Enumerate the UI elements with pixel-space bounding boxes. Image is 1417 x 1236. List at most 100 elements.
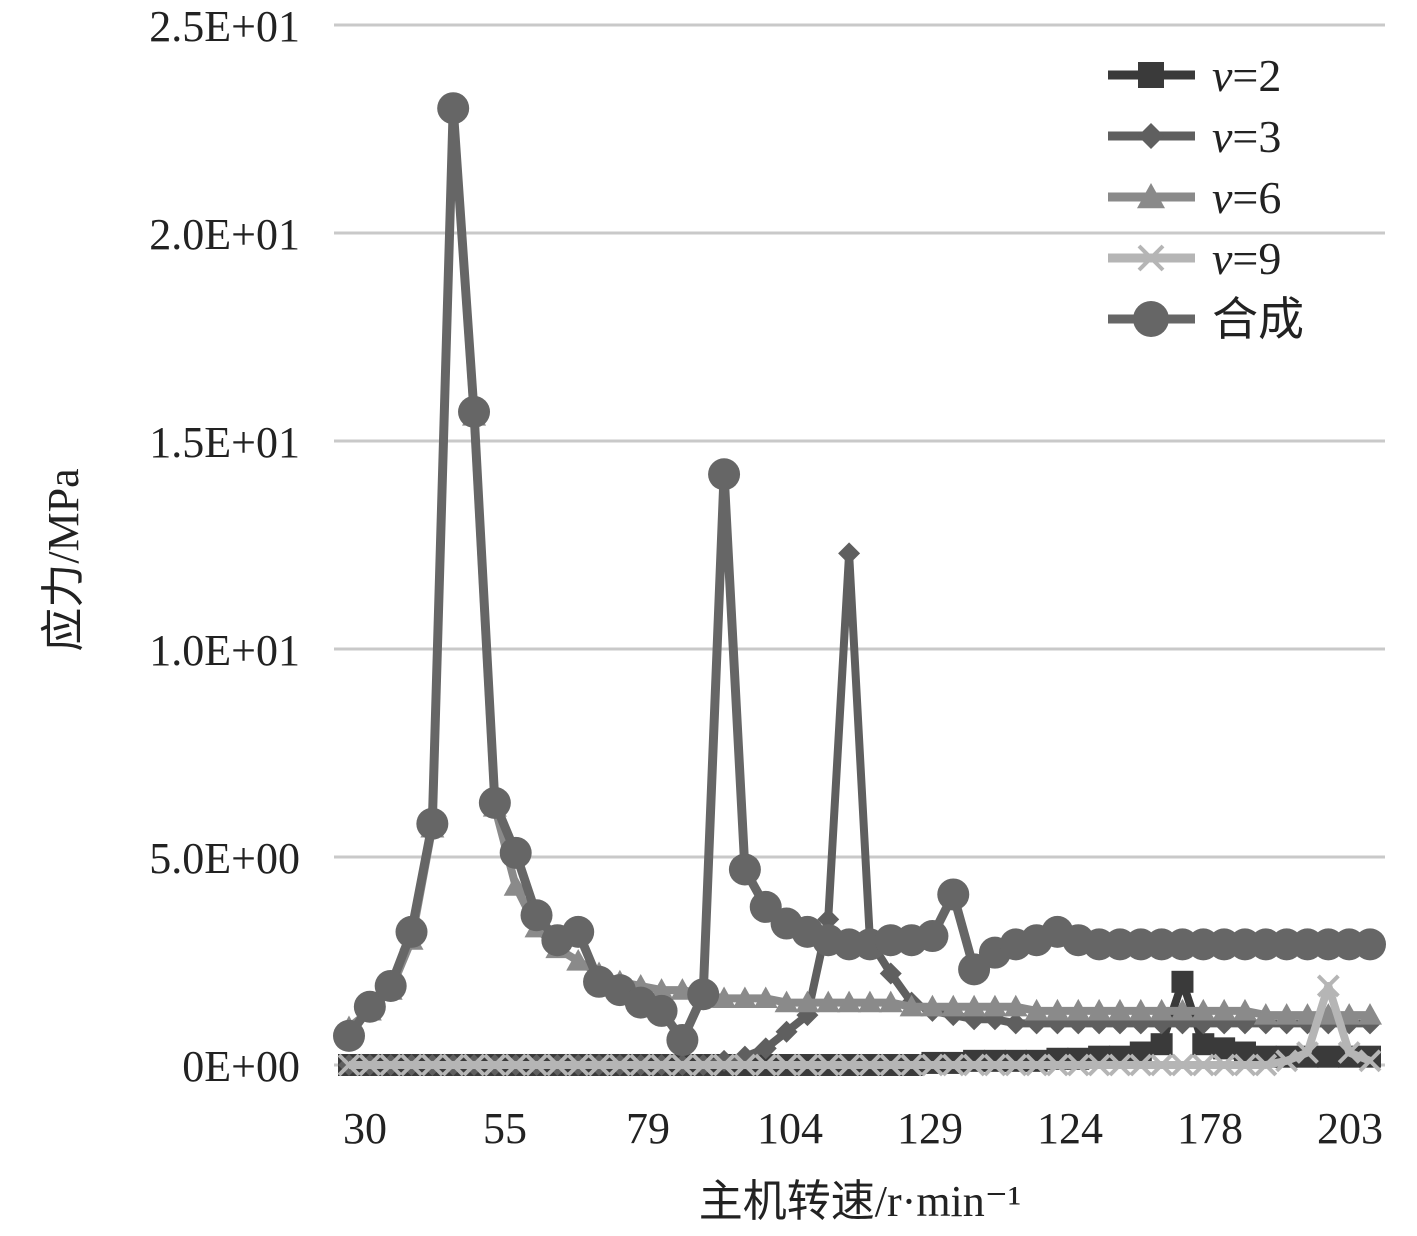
x-axis-title: 主机转速/r·min⁻¹ <box>699 1177 1021 1226</box>
x-tick-label: 203 <box>1317 1104 1383 1153</box>
data-point <box>1133 301 1169 337</box>
data-point <box>1274 1003 1299 1025</box>
data-point <box>562 915 595 948</box>
data-point <box>733 1053 757 1077</box>
legend-label-text: =9 <box>1232 233 1281 284</box>
x-tick-label: 79 <box>626 1104 670 1153</box>
x-tick-label: 129 <box>897 1104 963 1153</box>
data-point <box>629 1053 653 1077</box>
data-point <box>774 990 799 1013</box>
legend: v=2v=3v=6v=9合成 <box>1108 50 1304 345</box>
y-axis-ticks: 0E+00 5.0E+00 1.0E+01 1.5E+01 2.0E+01 2.5E+01 <box>149 2 300 1091</box>
data-point <box>478 786 511 819</box>
data-point <box>499 836 532 869</box>
data-point <box>775 1020 798 1043</box>
legend-label: v=2 <box>1212 50 1281 101</box>
series-line <box>349 982 1372 1069</box>
data-point <box>900 1053 924 1077</box>
data-point <box>754 1037 777 1060</box>
data-point <box>878 990 903 1013</box>
series-3 <box>337 974 1382 1077</box>
legend-label-text: =3 <box>1232 111 1281 162</box>
y-axis-title: 应力/MPa <box>39 468 88 651</box>
data-point <box>753 986 778 1009</box>
data-point <box>400 1053 423 1077</box>
data-point <box>687 978 720 1011</box>
data-point <box>1171 1053 1194 1077</box>
data-point <box>1213 1037 1236 1060</box>
data-point <box>1128 998 1153 1021</box>
data-point <box>1108 1053 1132 1077</box>
data-point <box>374 969 407 1002</box>
data-point <box>941 994 966 1017</box>
data-point <box>754 1053 778 1077</box>
data-point <box>437 92 470 125</box>
data-point <box>1129 1041 1152 1064</box>
data-point <box>337 1053 361 1077</box>
data-point <box>837 990 862 1013</box>
data-point <box>1337 1003 1362 1025</box>
data-point <box>566 1053 590 1077</box>
data-point <box>416 807 449 840</box>
x-tick-label: 30 <box>343 1104 387 1153</box>
legend-label-text: =2 <box>1232 50 1281 101</box>
data-point <box>1170 998 1195 1021</box>
data-point <box>1046 1053 1069 1077</box>
legend-label: 合成 <box>1212 294 1304 345</box>
data-point <box>1295 1003 1320 1025</box>
y-tick-label: 0E+00 <box>182 1042 300 1091</box>
data-point <box>728 853 761 886</box>
data-point <box>1316 1003 1341 1025</box>
data-point <box>1066 998 1091 1021</box>
data-point <box>775 1053 798 1077</box>
data-point <box>645 994 678 1027</box>
x-tick-label: 124 <box>1037 1104 1103 1153</box>
data-point <box>1087 998 1112 1021</box>
legend-item: v=9 <box>1108 233 1281 284</box>
legend-label: v=3 <box>1212 111 1281 162</box>
legend-label: v=6 <box>1212 172 1281 223</box>
data-point <box>1138 123 1164 149</box>
data-point <box>691 1053 715 1077</box>
data-point <box>732 986 757 1009</box>
legend-label-var: v <box>1212 172 1233 223</box>
data-point <box>708 458 741 491</box>
data-point <box>1129 1053 1153 1077</box>
legend-label-text: 合成 <box>1212 294 1304 345</box>
data-point <box>962 1053 986 1077</box>
y-tick-label: 2.5E+01 <box>149 2 300 51</box>
data-point <box>545 1053 569 1077</box>
data-point <box>1138 62 1164 88</box>
data-point <box>1317 1045 1340 1068</box>
data-point <box>1171 970 1194 993</box>
y-tick-label: 5.0E+00 <box>149 834 300 883</box>
data-point <box>712 1053 736 1077</box>
data-point <box>879 1053 903 1077</box>
x-tick-label: 55 <box>483 1104 527 1153</box>
data-point <box>353 990 386 1023</box>
data-point <box>858 1053 882 1077</box>
data-point <box>983 1053 1007 1077</box>
data-point <box>462 1053 486 1077</box>
y-tick-label: 1.5E+01 <box>149 418 300 467</box>
legend-item: v=3 <box>1108 111 1281 162</box>
data-point <box>941 1053 965 1077</box>
data-point <box>1025 1053 1049 1077</box>
data-point <box>1137 183 1165 209</box>
data-point <box>670 1053 694 1077</box>
data-point <box>1045 998 1070 1021</box>
series-group <box>333 92 1386 1077</box>
data-point <box>666 1024 699 1057</box>
data-point <box>795 990 820 1013</box>
data-point <box>937 878 970 911</box>
data-point <box>1004 1053 1028 1077</box>
data-point <box>504 1053 528 1077</box>
legend-label-text: =6 <box>1232 172 1281 223</box>
legend-label-var: v <box>1212 50 1233 101</box>
legend-label: v=9 <box>1212 233 1281 284</box>
legend-item: 合成 <box>1108 294 1304 345</box>
data-point <box>1024 998 1049 1021</box>
data-point <box>982 994 1007 1017</box>
data-point <box>795 1053 819 1077</box>
